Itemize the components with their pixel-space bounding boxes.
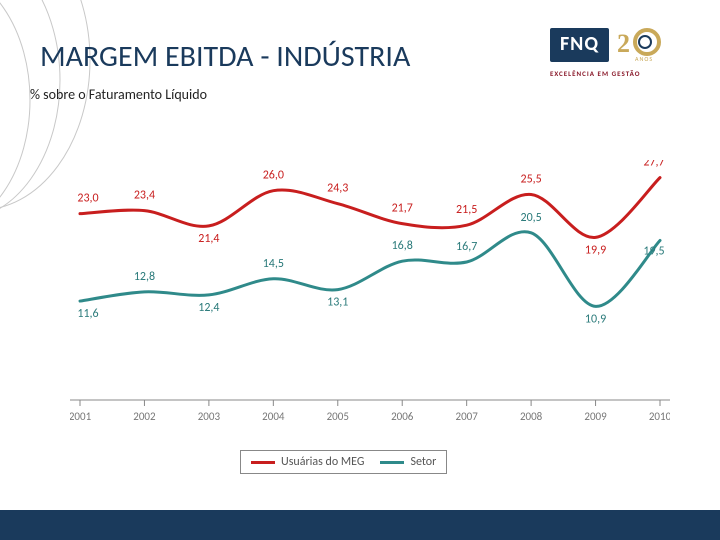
svg-text:2001: 2001 <box>70 410 92 423</box>
footer-bar <box>0 510 720 540</box>
legend-item-setor: Setor <box>380 455 436 469</box>
svg-text:2003: 2003 <box>198 410 221 423</box>
svg-text:19,9: 19,9 <box>585 243 606 257</box>
svg-text:21,7: 21,7 <box>392 202 413 216</box>
svg-text:12,8: 12,8 <box>134 270 155 284</box>
svg-text:2010: 2010 <box>649 410 670 423</box>
svg-text:2: 2 <box>617 29 630 58</box>
svg-text:19,5: 19,5 <box>643 245 664 259</box>
svg-text:21,4: 21,4 <box>198 232 219 246</box>
svg-text:23,4: 23,4 <box>134 189 155 203</box>
svg-text:2004: 2004 <box>262 410 285 423</box>
logo-text: FNQ <box>550 28 609 62</box>
svg-text:23,0: 23,0 <box>77 192 98 206</box>
svg-text:11,6: 11,6 <box>77 307 98 321</box>
page-title: MARGEM EBITDA - INDÚSTRIA <box>40 38 410 75</box>
logo-block: FNQ 2 ANOS EXCELÊNCIA EM GESTÃO <box>550 28 700 76</box>
svg-text:2002: 2002 <box>133 410 156 423</box>
logo-anniversary: 2 ANOS <box>617 28 675 67</box>
legend-item-meg: Usuárias do MEG <box>251 455 364 469</box>
svg-text:26,0: 26,0 <box>263 169 284 183</box>
svg-text:24,3: 24,3 <box>327 182 348 196</box>
ebitda-chart: 2001 2002 2003 2004 2005 2006 2007 2008 2009 2010… <box>70 160 670 460</box>
svg-text:12,4: 12,4 <box>198 301 219 315</box>
svg-text:13,1: 13,1 <box>327 296 348 310</box>
svg-text:16,7: 16,7 <box>456 240 477 254</box>
svg-text:20,5: 20,5 <box>520 211 541 225</box>
svg-text:21,5: 21,5 <box>456 203 477 217</box>
svg-text:2009: 2009 <box>584 410 607 423</box>
svg-text:2008: 2008 <box>520 410 543 423</box>
chart-legend: Usuárias do MEG Setor <box>240 450 447 474</box>
svg-text:27,7: 27,7 <box>643 160 664 170</box>
page-subtitle: % sobre o Faturamento Líquido <box>30 86 207 103</box>
svg-text:16,8: 16,8 <box>392 239 413 253</box>
svg-text:25,5: 25,5 <box>520 173 541 187</box>
svg-text:2006: 2006 <box>391 410 414 423</box>
svg-text:14,5: 14,5 <box>263 257 284 271</box>
logo-tagline: EXCELÊNCIA EM GESTÃO <box>550 69 700 78</box>
svg-text:10,9: 10,9 <box>585 312 606 326</box>
svg-text:ANOS: ANOS <box>635 55 653 62</box>
svg-text:2005: 2005 <box>327 410 349 423</box>
svg-text:2007: 2007 <box>456 410 479 423</box>
